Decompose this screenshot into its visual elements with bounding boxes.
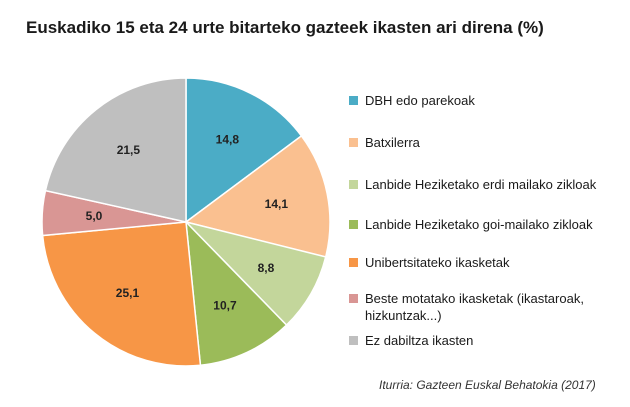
slice-value-label-6: 5,0 [86, 209, 103, 223]
legend-item-2: Batxilerra [349, 134, 627, 151]
legend-item-5: Unibertsitateko ikasketak [349, 254, 627, 271]
legend-swatch-7 [349, 336, 358, 345]
legend-label-4: Lanbide Heziketako goi-mailako zikloak [365, 217, 593, 232]
legend-label-6: Beste motatako ikasketak (ikastaroak, hi… [365, 291, 584, 323]
legend-item-6: Beste motatako ikasketak (ikastaroak, hi… [349, 290, 627, 324]
legend-label-1: DBH edo parekoak [365, 93, 475, 108]
slice-value-label-3: 8,8 [258, 261, 275, 275]
legend-label-5: Unibertsitateko ikasketak [365, 255, 510, 270]
pie-slice-1 [185, 77, 303, 224]
legend-swatch-1 [349, 96, 358, 105]
legend-swatch-6 [349, 294, 358, 303]
legend-item-3: Lanbide Heziketako erdi mailako zikloak [349, 176, 627, 193]
legend-label-7: Ez dabiltza ikasten [365, 333, 474, 348]
legend-item-7: Ez dabiltza ikasten [349, 332, 627, 349]
slice-value-label-7: 21,5 [117, 143, 141, 157]
pie-slice-2 [184, 134, 331, 258]
legend-swatch-2 [349, 138, 358, 147]
legend-swatch-3 [349, 180, 358, 189]
legend-item-4: Lanbide Heziketako goi-mailako zikloak [349, 216, 627, 233]
legend-label-2: Batxilerra [365, 135, 420, 150]
pie-slice-4 [185, 219, 288, 367]
legend-swatch-5 [349, 258, 358, 267]
pie-slice-5 [41, 221, 202, 367]
source-note: Iturria: Gazteen Euskal Behatokia (2017) [379, 378, 596, 392]
slice-value-label-2: 14,1 [265, 197, 289, 211]
legend-swatch-4 [349, 220, 358, 229]
legend-label-3: Lanbide Heziketako erdi mailako zikloak [365, 177, 597, 192]
slice-value-label-4: 10,7 [213, 299, 237, 313]
pie-slice-7 [44, 77, 187, 223]
slice-value-label-5: 25,1 [116, 286, 140, 300]
slice-value-label-1: 14,8 [216, 133, 240, 147]
chart-title: Euskadiko 15 eta 24 urte bitarteko gazte… [26, 18, 544, 37]
legend-item-1: DBH edo parekoak [349, 92, 627, 109]
